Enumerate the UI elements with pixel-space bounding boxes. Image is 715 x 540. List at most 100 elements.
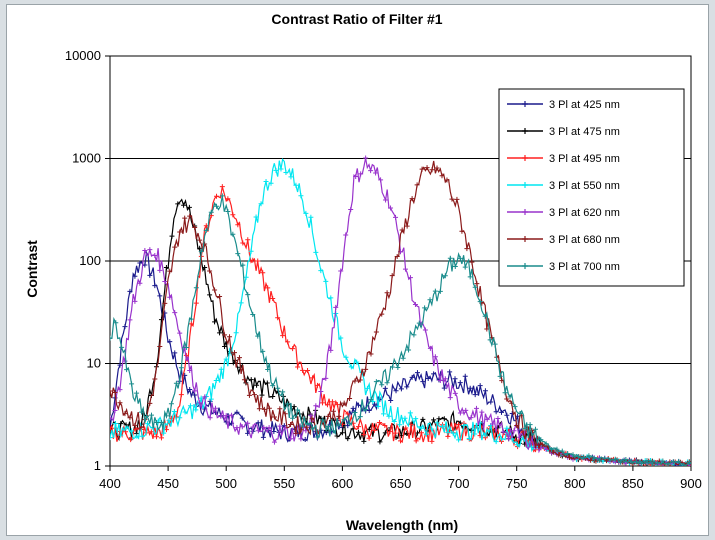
data-point	[277, 423, 283, 429]
data-point	[389, 273, 395, 279]
data-point	[295, 364, 301, 370]
data-point	[266, 405, 272, 411]
data-point	[381, 411, 387, 417]
data-point	[328, 347, 334, 353]
data-point	[187, 386, 193, 392]
data-point	[333, 304, 339, 310]
data-point	[218, 413, 224, 419]
data-point	[357, 377, 363, 383]
data-point	[325, 423, 331, 429]
data-point	[193, 300, 199, 306]
data-point	[338, 335, 344, 341]
data-point	[129, 381, 135, 387]
data-point	[280, 333, 286, 339]
data-point	[402, 415, 408, 421]
data-point	[463, 407, 469, 413]
data-point	[388, 397, 394, 403]
data-point	[157, 343, 163, 349]
data-point	[110, 335, 113, 341]
data-point	[152, 283, 158, 289]
series-7	[110, 193, 691, 466]
data-point	[522, 426, 528, 432]
data-point	[223, 413, 229, 419]
data-point	[447, 395, 453, 401]
data-point	[504, 425, 510, 431]
x-tick-label: 700	[448, 476, 470, 491]
data-point	[245, 420, 251, 426]
data-point	[479, 409, 485, 415]
data-point	[357, 414, 363, 420]
x-tick-label: 750	[506, 476, 528, 491]
data-point	[193, 407, 199, 413]
data-point	[122, 358, 128, 364]
series-4	[110, 157, 691, 466]
data-point	[389, 364, 395, 370]
series-line	[110, 195, 691, 466]
data-point	[456, 421, 462, 427]
data-point	[261, 424, 267, 430]
data-point	[147, 272, 153, 278]
data-point	[363, 155, 369, 161]
data-point	[407, 275, 413, 281]
data-point	[182, 409, 188, 415]
data-point	[366, 435, 372, 441]
data-point	[198, 395, 204, 401]
data-point	[404, 223, 410, 229]
data-point	[139, 409, 145, 415]
data-point	[431, 371, 437, 377]
data-point	[355, 424, 361, 430]
data-point	[456, 437, 462, 443]
data-point	[409, 196, 415, 202]
data-point	[377, 439, 383, 445]
data-point	[432, 354, 438, 360]
series-markers	[110, 193, 691, 466]
data-point	[516, 434, 522, 440]
data-point	[588, 457, 594, 463]
data-point	[265, 285, 271, 291]
data-point	[315, 434, 320, 440]
data-point	[310, 426, 316, 432]
data-point	[270, 383, 276, 389]
data-point	[110, 415, 113, 421]
data-point	[649, 461, 655, 466]
data-point	[424, 165, 430, 171]
data-point	[540, 442, 546, 448]
data-point	[348, 364, 354, 370]
data-point	[469, 259, 475, 265]
data-point	[157, 267, 163, 273]
data-point	[309, 415, 315, 421]
data-point	[387, 429, 393, 435]
data-point	[238, 300, 244, 306]
data-point	[444, 177, 450, 183]
data-point	[163, 413, 169, 419]
data-point	[268, 180, 274, 186]
data-point	[543, 447, 549, 453]
data-point	[113, 320, 119, 326]
data-point	[172, 350, 178, 356]
data-point	[440, 423, 446, 429]
data-point	[175, 201, 181, 207]
data-point	[172, 310, 178, 316]
data-point	[275, 385, 281, 391]
x-axis-ticks: 400 450 500 550 600 650 700 750 800 850 900	[99, 466, 702, 491]
data-point	[240, 240, 246, 246]
data-point	[158, 419, 164, 425]
data-point	[429, 438, 435, 444]
data-point	[310, 375, 316, 381]
data-point	[591, 456, 597, 462]
data-point	[110, 427, 113, 433]
legend-label: 3 Pl at 495 nm	[549, 153, 620, 165]
data-point	[434, 165, 440, 171]
data-point	[318, 389, 324, 395]
data-point	[418, 425, 424, 431]
data-point	[452, 263, 458, 269]
data-point	[323, 375, 329, 381]
data-point	[338, 268, 344, 274]
data-point	[278, 166, 284, 172]
data-point	[464, 246, 470, 252]
data-point	[442, 376, 448, 382]
data-point	[132, 422, 138, 428]
y-tick-label: 1	[94, 458, 101, 473]
data-point	[273, 167, 279, 173]
data-point	[388, 205, 394, 211]
